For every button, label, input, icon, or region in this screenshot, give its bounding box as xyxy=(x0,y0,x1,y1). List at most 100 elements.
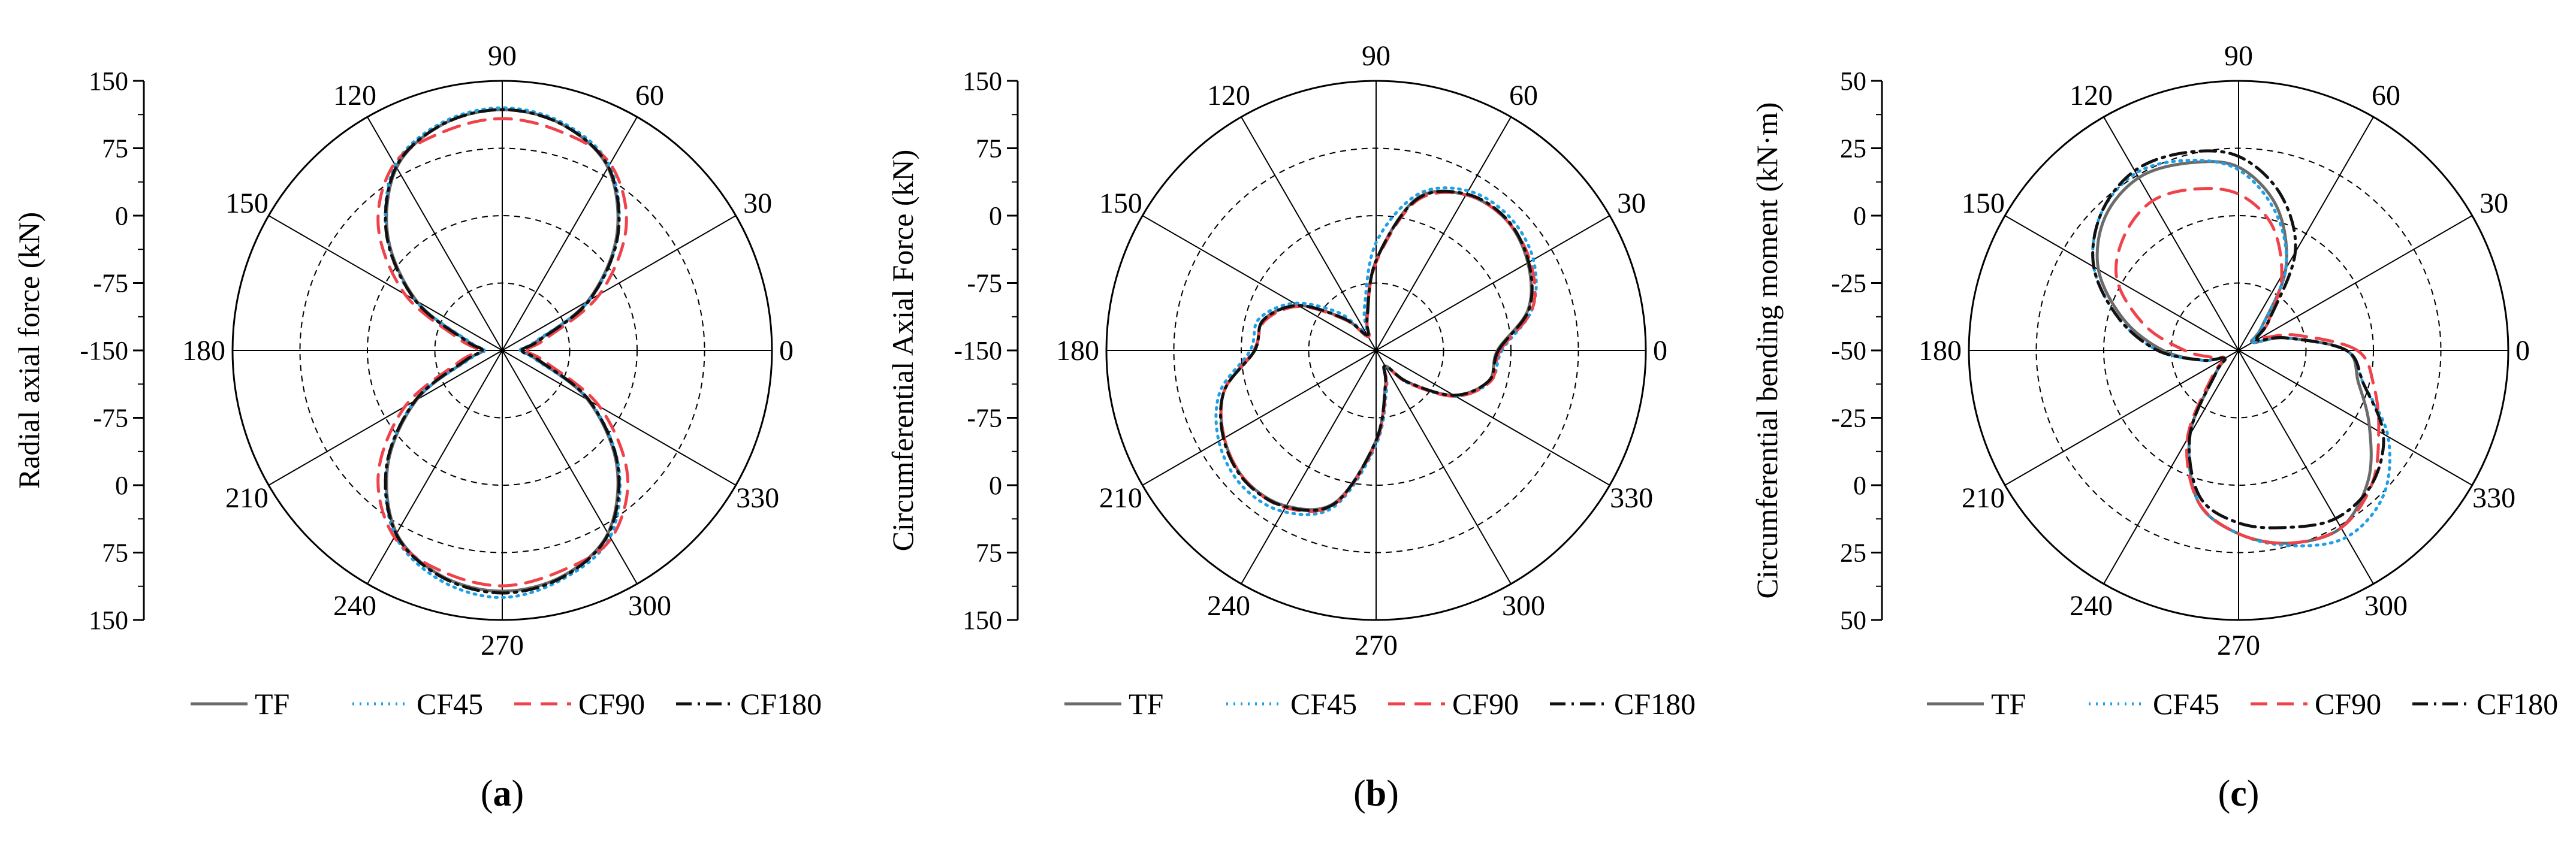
legend-label-cf45: CF45 xyxy=(1290,687,1357,721)
spoke-300 xyxy=(2238,350,2374,585)
radial-tick-label: -75 xyxy=(93,269,128,298)
angle-label-330: 330 xyxy=(2472,482,2515,514)
panel-b: 0 30 60 90 120 150 180 210 240 270 300 330 150 75 0 -75… xyxy=(886,40,1696,814)
angle-label-270: 270 xyxy=(2217,630,2260,661)
angle-label-0: 0 xyxy=(779,335,794,367)
angle-label-180: 180 xyxy=(182,335,225,367)
y-axis-label: Circumferential Axial Force (kN) xyxy=(886,150,919,552)
legend-label-cf90: CF90 xyxy=(1452,687,1519,721)
angle-label-300: 300 xyxy=(628,590,671,622)
y-axis-label: Circumferential bending moment (kN·m) xyxy=(1750,102,1784,599)
spoke-330 xyxy=(2238,350,2473,486)
spoke-30 xyxy=(2238,215,2473,351)
radial-tick-label: 25 xyxy=(1840,539,1866,568)
radial-tick-label: 75 xyxy=(102,539,128,568)
legend-label-cf90: CF90 xyxy=(2315,687,2381,721)
angle-label-30: 30 xyxy=(2480,187,2508,219)
spoke-240 xyxy=(2103,350,2239,585)
radial-tick-label: 150 xyxy=(89,606,128,635)
panel-label: (c) xyxy=(2218,773,2260,814)
legend-label-cf180: CF180 xyxy=(2477,687,2558,721)
spoke-300 xyxy=(502,350,638,585)
series-cf45-line xyxy=(384,106,622,600)
angle-label-0: 0 xyxy=(1653,335,1667,367)
spoke-60 xyxy=(2238,116,2374,351)
spoke-210 xyxy=(1142,350,1377,486)
angle-label-180: 180 xyxy=(1056,335,1099,367)
angle-label-30: 30 xyxy=(1617,187,1646,219)
spoke-240 xyxy=(1241,350,1377,585)
angle-label-120: 120 xyxy=(1207,80,1250,111)
series-cf180-line xyxy=(384,108,621,595)
spoke-150 xyxy=(268,215,503,351)
series-cf180-line xyxy=(2091,149,2385,530)
legend-label-cf45: CF45 xyxy=(417,687,483,721)
angle-label-210: 210 xyxy=(1099,482,1142,514)
angle-label-60: 60 xyxy=(2372,80,2400,111)
radial-tick-label: -75 xyxy=(93,404,128,433)
spoke-30 xyxy=(1376,215,1610,351)
radial-tick-label: 50 xyxy=(1840,606,1866,635)
legend-label-cf180: CF180 xyxy=(1614,687,1696,721)
spoke-330 xyxy=(502,350,737,486)
angle-label-330: 330 xyxy=(1610,482,1653,514)
radial-tick-label: -25 xyxy=(1831,404,1866,433)
angle-label-270: 270 xyxy=(1355,630,1398,661)
spoke-210 xyxy=(2004,350,2239,486)
angle-label-60: 60 xyxy=(635,80,664,111)
legend-label-cf90: CF90 xyxy=(578,687,645,721)
series-cf90-line xyxy=(376,117,629,588)
spoke-60 xyxy=(1376,116,1512,351)
radial-tick-label: 50 xyxy=(1840,66,1866,96)
angle-label-240: 240 xyxy=(1207,590,1250,622)
spoke-150 xyxy=(1142,215,1377,351)
panel-label: (b) xyxy=(1353,773,1399,814)
angle-label-90: 90 xyxy=(1362,40,1390,72)
angle-label-120: 120 xyxy=(333,80,376,111)
angle-label-330: 330 xyxy=(736,482,779,514)
panel-c: 0 30 60 90 120 150 180 210 240 270 300 330 50 25 0 -25 -… xyxy=(1750,40,2558,814)
angle-label-150: 150 xyxy=(1962,187,2005,219)
radial-tick-label: 25 xyxy=(1840,134,1866,164)
angle-label-210: 210 xyxy=(1962,482,2005,514)
angle-label-300: 300 xyxy=(2364,590,2408,622)
angle-label-180: 180 xyxy=(1919,335,1962,367)
radial-tick-label: 0 xyxy=(1853,201,1866,231)
angle-label-150: 150 xyxy=(225,187,269,219)
spoke-60 xyxy=(502,116,638,351)
radial-tick-label: -150 xyxy=(954,336,1002,365)
angle-label-90: 90 xyxy=(2224,40,2253,72)
radial-tick-label: -75 xyxy=(967,404,1002,433)
radial-tick-label: 0 xyxy=(115,201,128,231)
radial-tick-label: -50 xyxy=(1831,336,1866,365)
angle-label-240: 240 xyxy=(2070,590,2113,622)
spoke-210 xyxy=(268,350,503,486)
angle-label-60: 60 xyxy=(1509,80,1538,111)
radial-tick-label: 75 xyxy=(976,539,1002,568)
radial-tick-label: 150 xyxy=(89,66,128,96)
radial-tick-label: -150 xyxy=(80,336,128,365)
angle-label-90: 90 xyxy=(488,40,517,72)
spoke-330 xyxy=(1376,350,1610,486)
radial-tick-label: -25 xyxy=(1831,269,1866,298)
angle-label-120: 120 xyxy=(2070,80,2113,111)
spoke-30 xyxy=(502,215,737,351)
spoke-120 xyxy=(2103,116,2239,351)
radial-tick-label: 150 xyxy=(963,66,1002,96)
series-cf180-line xyxy=(1218,189,1534,512)
legend-label-cf180: CF180 xyxy=(740,687,822,721)
legend-label-tf: TF xyxy=(1129,687,1163,721)
angle-label-0: 0 xyxy=(2515,335,2530,367)
y-axis-label: Radial axial force (kN) xyxy=(12,212,46,489)
angle-label-240: 240 xyxy=(333,590,376,622)
angle-label-210: 210 xyxy=(225,482,269,514)
angle-label-270: 270 xyxy=(481,630,524,661)
spoke-240 xyxy=(367,350,503,585)
spoke-120 xyxy=(367,116,503,351)
radial-tick-label: 75 xyxy=(102,134,128,164)
panel-label: (a) xyxy=(481,773,524,814)
legend-label-tf: TF xyxy=(1991,687,2026,721)
series-cf90-line xyxy=(2114,187,2381,545)
radial-tick-label: 0 xyxy=(1853,471,1866,500)
